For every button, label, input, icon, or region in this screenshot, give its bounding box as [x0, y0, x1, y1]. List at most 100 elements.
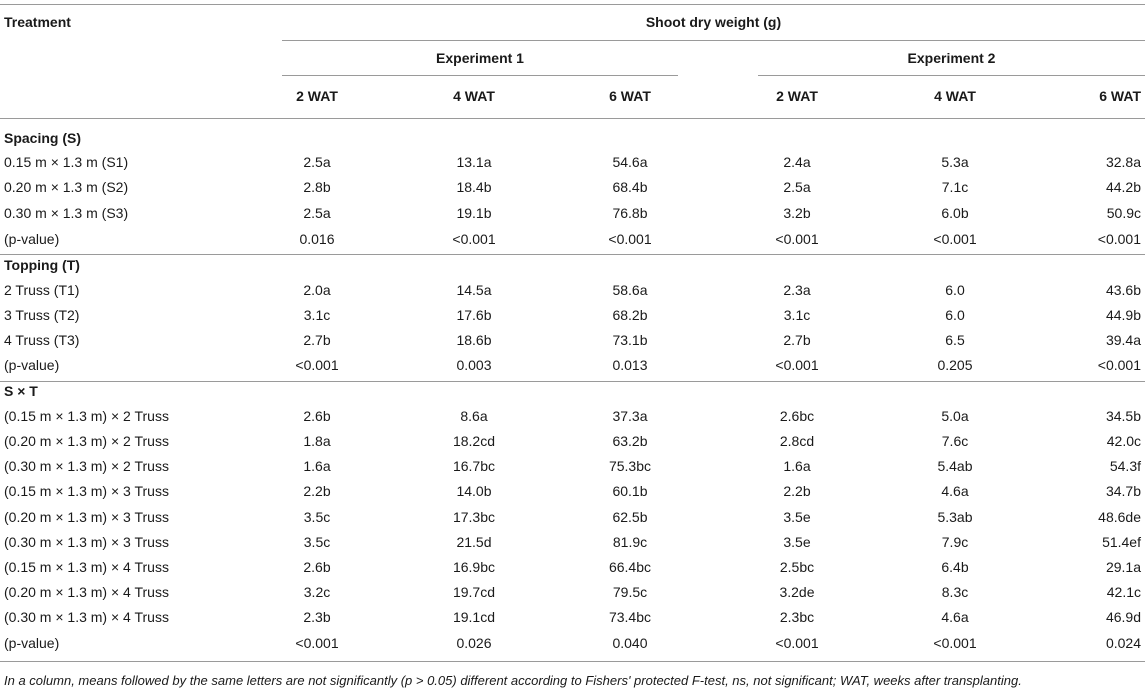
table-cell: 3.5c	[303, 534, 331, 550]
table-cell: 73.1b	[612, 332, 648, 348]
table-cell: 54.6a	[612, 154, 648, 170]
table-cell: 0.024	[1105, 635, 1141, 651]
table-cell: <0.001	[775, 231, 819, 247]
table-cell: 1.6a	[783, 458, 811, 474]
table-cell: 34.7b	[1105, 483, 1141, 499]
table-cell: 17.6b	[456, 307, 492, 323]
header-bottom-rule	[0, 118, 1145, 119]
table-cell: 16.9bc	[452, 559, 496, 575]
section-heading: Topping (T)	[4, 257, 80, 273]
table-cell: 46.9d	[1105, 609, 1141, 625]
topping-pvalue-rule	[0, 381, 1145, 382]
table-cell: <0.001	[933, 231, 977, 247]
table-cell: 6.0	[945, 307, 965, 323]
table-cell: 42.0c	[1106, 433, 1141, 449]
table-cell: 68.4b	[612, 179, 648, 195]
table-cell: 2.8b	[303, 179, 331, 195]
table-cell: <0.001	[452, 231, 496, 247]
row-label: (p-value)	[4, 357, 60, 373]
table-cell: <0.001	[1097, 357, 1141, 373]
experiment2-header: Experiment 2	[907, 50, 996, 66]
table-cell: 51.4ef	[1102, 534, 1141, 550]
table-cell: 62.5b	[612, 509, 648, 525]
table-cell: 21.5d	[456, 534, 492, 550]
table-cell: 6.0b	[941, 205, 969, 221]
table-cell: 2.5a	[783, 179, 811, 195]
table-cell: 2.7b	[783, 332, 811, 348]
table-cell: <0.001	[775, 357, 819, 373]
section-heading: S × T	[4, 383, 38, 399]
table-cell: 44.9b	[1105, 307, 1141, 323]
table-cell: 14.0b	[456, 483, 492, 499]
row-label: (p-value)	[4, 635, 60, 651]
table-cell: 19.1b	[456, 205, 492, 221]
table-cell: 5.3ab	[937, 509, 973, 525]
table-cell: 54.3f	[1109, 458, 1141, 474]
table-cell: 3.1c	[783, 307, 811, 323]
table-cell: 2.3bc	[779, 609, 815, 625]
table-cell: 2.4a	[783, 154, 811, 170]
table-cell: 1.8a	[303, 433, 331, 449]
table-cell: 19.7cd	[452, 584, 496, 600]
table-cell: 81.9c	[612, 534, 648, 550]
section-heading: Spacing (S)	[4, 130, 82, 146]
row-label: 4 Truss (T3)	[4, 332, 80, 348]
shoot-weight-rule	[282, 40, 1145, 41]
experiment2-rule	[758, 75, 1145, 76]
row-label: 0.30 m × 1.3 m (S3)	[4, 205, 129, 221]
table-cell: 14.5a	[456, 282, 492, 298]
row-label: 0.20 m × 1.3 m (S2)	[4, 179, 129, 195]
table-cell: 2.8cd	[779, 433, 815, 449]
table-cell: <0.001	[295, 357, 339, 373]
experiment1-rule	[282, 75, 678, 76]
table-cell: 0.003	[456, 357, 492, 373]
table-cell: 58.6a	[612, 282, 648, 298]
table-cell: 29.1a	[1105, 559, 1141, 575]
table-cell: 50.9c	[1106, 205, 1141, 221]
table-cell: 2.5a	[303, 205, 331, 221]
table-cell: 19.1cd	[452, 609, 496, 625]
table-cell: 37.3a	[612, 408, 648, 424]
table-cell: <0.001	[775, 635, 819, 651]
table-cell: 7.6c	[941, 433, 969, 449]
table-cell: 76.8b	[612, 205, 648, 221]
table-cell: 2.0a	[303, 282, 331, 298]
wat-header: 4 WAT	[453, 88, 495, 104]
table-cell: 3.5e	[783, 534, 811, 550]
table-cell: 34.5b	[1105, 408, 1141, 424]
table-cell: 3.5c	[303, 509, 331, 525]
table-cell: <0.001	[1097, 231, 1141, 247]
table-cell: 13.1a	[456, 154, 492, 170]
table-cell: 2.6b	[303, 559, 331, 575]
table-cell: 4.6a	[941, 609, 969, 625]
table-cell: 6.0	[945, 282, 965, 298]
table-cell: 17.3bc	[452, 509, 496, 525]
table-cell: 3.2b	[783, 205, 811, 221]
row-label: (0.30 m × 1.3 m) × 3 Truss	[4, 534, 169, 550]
table-cell: 2.3a	[783, 282, 811, 298]
row-label: (0.15 m × 1.3 m) × 3 Truss	[4, 483, 169, 499]
table-cell: 6.4b	[941, 559, 969, 575]
table-cell: 0.013	[612, 357, 648, 373]
row-label: (0.15 m × 1.3 m) × 2 Truss	[4, 408, 169, 424]
table-cell: 18.4b	[456, 179, 492, 195]
table-cell: 2.6bc	[779, 408, 815, 424]
table-cell: 2.5bc	[779, 559, 815, 575]
table-cell: 68.2b	[612, 307, 648, 323]
table-cell: 0.040	[612, 635, 648, 651]
table-cell: 3.1c	[303, 307, 331, 323]
wat-header: 6 WAT	[609, 88, 651, 104]
wat-header: 4 WAT	[934, 88, 976, 104]
row-label: (0.30 m × 1.3 m) × 2 Truss	[4, 458, 169, 474]
table-cell: 0.205	[937, 357, 973, 373]
shoot-dry-weight-header: Shoot dry weight (g)	[645, 14, 782, 30]
top-rule	[0, 4, 1145, 5]
table-cell: 79.5c	[612, 584, 648, 600]
table-cell: 4.6a	[941, 483, 969, 499]
table-cell: <0.001	[608, 231, 652, 247]
table-cell: 43.6b	[1105, 282, 1141, 298]
table-cell: 5.3a	[941, 154, 969, 170]
table-cell: <0.001	[295, 635, 339, 651]
row-label: 0.15 m × 1.3 m (S1)	[4, 154, 129, 170]
